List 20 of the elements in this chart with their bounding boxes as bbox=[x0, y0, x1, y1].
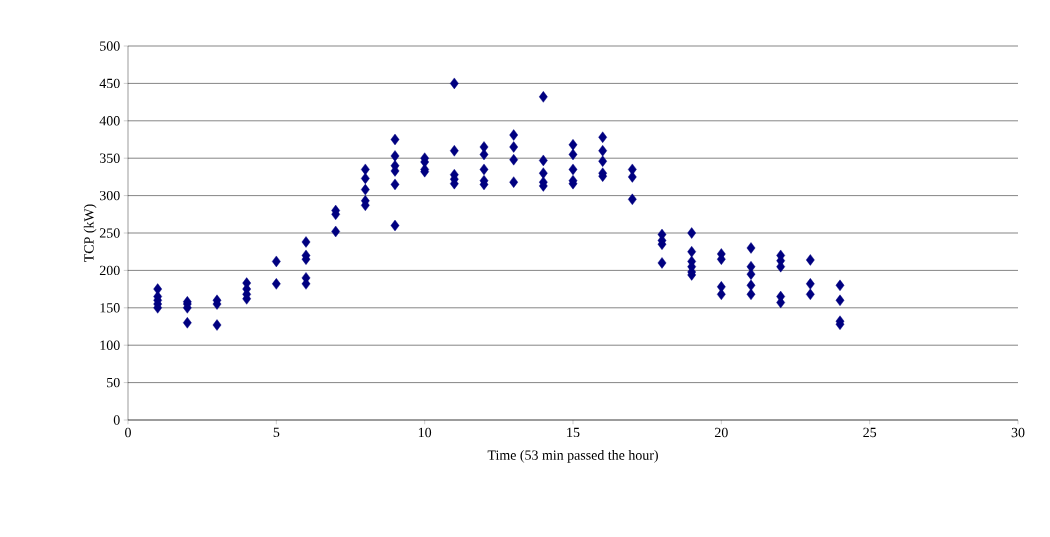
y-tick-label: 250 bbox=[99, 228, 120, 238]
x-axis-title: Time (53 min passed the hour) bbox=[487, 450, 658, 463]
x-tick-label: 10 bbox=[418, 427, 432, 438]
y-tick-label: 300 bbox=[99, 190, 120, 201]
y-tick-label: 500 bbox=[100, 41, 120, 51]
x-tick-label: 20 bbox=[714, 427, 728, 438]
x-tick-label: 30 bbox=[1011, 427, 1025, 438]
y-tick-label: 450 bbox=[99, 78, 120, 89]
y-axis-title: TCP (kW) bbox=[83, 204, 97, 262]
y-tick-label: 50 bbox=[107, 377, 120, 388]
y-tick-label: 200 bbox=[99, 265, 120, 276]
y-tick-label: 400 bbox=[99, 116, 120, 126]
y-tick-label: 100 bbox=[100, 340, 120, 350]
x-tick-label: 15 bbox=[567, 427, 580, 438]
x-tick-label: 5 bbox=[273, 427, 280, 438]
x-tick-label: 0 bbox=[125, 427, 131, 438]
y-tick-label: 350 bbox=[99, 153, 120, 163]
y-tick-label: 150 bbox=[100, 303, 120, 313]
y-tick-label: 0 bbox=[113, 415, 120, 425]
x-tick-label: 25 bbox=[863, 427, 877, 438]
